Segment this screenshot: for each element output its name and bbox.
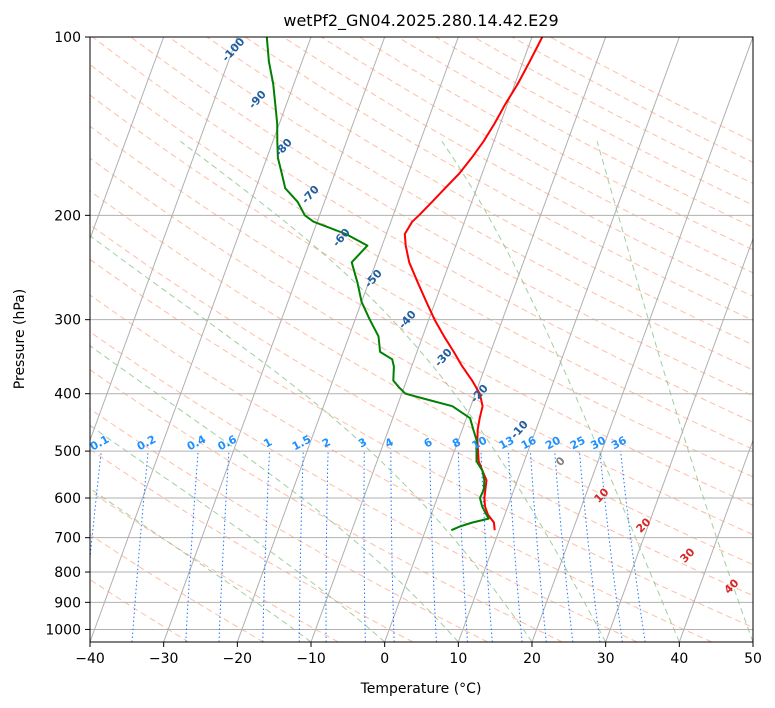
profile-series bbox=[265, 37, 544, 532]
mixing-ratio-line bbox=[131, 451, 149, 642]
y-axis-label: Pressure (hPa) bbox=[12, 289, 28, 389]
x-tick-label: 30 bbox=[597, 651, 615, 667]
y-tick-label: 700 bbox=[54, 531, 81, 547]
x-tick-label: 10 bbox=[449, 651, 467, 667]
mixing-ratio-line bbox=[529, 451, 547, 642]
dry-adiabat-line bbox=[90, 258, 753, 628]
isotherm-gridline bbox=[90, 37, 238, 442]
isotherm-gridline bbox=[605, 237, 753, 642]
mixing-ratio-label: 10 bbox=[470, 434, 490, 453]
temperature-profile-line bbox=[403, 37, 544, 531]
y-tick-label: 400 bbox=[54, 387, 81, 403]
mixing-ratio-line bbox=[554, 451, 574, 642]
dry-adiabat-line bbox=[90, 534, 264, 642]
isotherm-gridline bbox=[678, 438, 753, 642]
mixing-ratio-label: 16 bbox=[519, 433, 539, 452]
x-tick-label: 50 bbox=[744, 651, 762, 667]
x-tick-label: −10 bbox=[296, 651, 326, 667]
isobar-gridlines bbox=[90, 37, 753, 630]
x-axis-ticks: −40 −30 −20 −10 0 10 20 30 40 50 bbox=[75, 642, 762, 667]
dry-adiabat-line bbox=[92, 37, 753, 423]
y-tick-label: 800 bbox=[54, 565, 81, 581]
dry-adiabat-line bbox=[90, 125, 753, 506]
mixing-ratio-label: 20 bbox=[543, 434, 563, 453]
y-axis-ticks: 100 200 300 400 500 600 700 800 900 1000 bbox=[45, 30, 90, 638]
dry-adiabat-line bbox=[90, 294, 712, 642]
y-tick-label: 500 bbox=[54, 444, 81, 460]
mixing-ratio-line bbox=[599, 451, 623, 642]
y-tick-label: 600 bbox=[54, 491, 81, 507]
y-tick-label: 900 bbox=[54, 595, 81, 611]
x-tick-label: −40 bbox=[75, 651, 105, 667]
x-tick-label: −20 bbox=[223, 651, 253, 667]
mixing-ratio-label: 13 bbox=[497, 434, 517, 453]
dry-adiabat-line bbox=[206, 37, 753, 346]
isotherm-gridline bbox=[310, 37, 533, 642]
isotherm-gridline bbox=[531, 37, 753, 642]
isotherm-gridline bbox=[384, 37, 607, 642]
dry-adiabat-line bbox=[90, 157, 753, 536]
dry-adiabat-line bbox=[90, 490, 339, 642]
x-axis-label: Temperature (°C) bbox=[360, 681, 482, 697]
y-tick-label: 1000 bbox=[45, 622, 81, 638]
mixing-ratio-line bbox=[507, 451, 523, 642]
x-tick-label: −30 bbox=[149, 651, 179, 667]
dry-adiabat-line bbox=[90, 190, 753, 566]
plot-frame bbox=[89, 36, 754, 643]
y-tick-label: 300 bbox=[54, 313, 81, 329]
isotherm-gridline bbox=[457, 37, 680, 642]
mixing-ratio-label: 30 bbox=[588, 434, 608, 453]
chart-title: wetPf2_GN04.2025.280.14.42.E29 bbox=[283, 11, 558, 31]
dry-adiabat-line bbox=[90, 408, 488, 642]
mixing-ratio-lines bbox=[90, 451, 646, 642]
dry-adiabats bbox=[90, 37, 753, 642]
mixing-ratio-line bbox=[578, 451, 601, 642]
skewed-isotherms bbox=[90, 37, 753, 642]
plot-area bbox=[90, 37, 753, 642]
y-tick-label: 100 bbox=[54, 30, 81, 46]
mixing-ratio-line bbox=[90, 451, 102, 563]
x-tick-label: 0 bbox=[380, 651, 389, 667]
dry-adiabat-line bbox=[90, 64, 753, 450]
dry-adiabat-line bbox=[244, 37, 753, 321]
mixing-ratio-line bbox=[620, 451, 646, 642]
isotherm-gridline bbox=[90, 37, 312, 642]
isotherm-gridline bbox=[236, 37, 459, 642]
dewpoint-profile-line bbox=[265, 37, 490, 532]
mixing-ratio-label: 25 bbox=[568, 434, 588, 453]
mixing-ratio-label: 36 bbox=[609, 434, 629, 453]
isotherm-gridline bbox=[163, 37, 386, 642]
x-tick-label: 20 bbox=[523, 651, 541, 667]
dry-adiabat-line bbox=[90, 224, 753, 597]
y-tick-label: 200 bbox=[54, 208, 81, 224]
x-tick-label: 40 bbox=[670, 651, 688, 667]
isotherm-gridline bbox=[90, 37, 165, 241]
dry-adiabat-line bbox=[90, 369, 563, 642]
